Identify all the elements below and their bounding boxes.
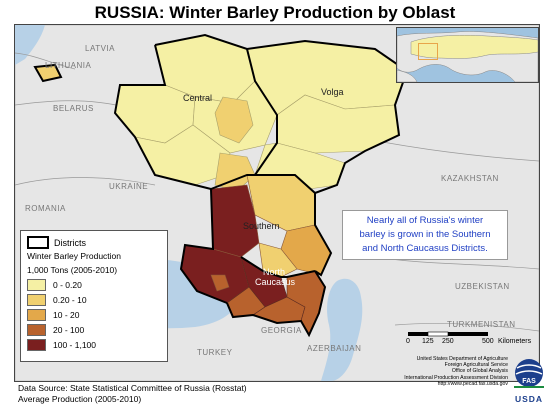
legend-swatch-3 [27, 309, 46, 321]
logo-usda-text: USDA [514, 394, 544, 404]
label-ukraine: UKRAINE [109, 182, 148, 191]
legend-swatch-1 [27, 279, 46, 291]
legend-class-label-5: 100 - 1,100 [53, 340, 97, 350]
legend-class-label-3: 10 - 20 [53, 310, 80, 320]
legend-class-3: 10 - 20 [27, 309, 79, 321]
scale-unit: Kilometers [498, 338, 532, 345]
logo-fas-text: FAS [522, 378, 536, 385]
scale-bar-graphic [408, 331, 488, 337]
locator-extent-box [418, 43, 438, 60]
oblast-southern-kalmykia[interactable] [258, 242, 298, 278]
note-line-2: barley is grown in the Southern [359, 229, 491, 240]
oblast-central-south-2[interactable] [214, 152, 256, 192]
credit-line-2: Foreign Agricultural Service [444, 362, 508, 369]
note-line-1: Nearly all of Russia's winter [366, 215, 484, 226]
label-volga: Volga [321, 87, 344, 97]
credit-line-5[interactable]: http://www.pecad.fas.usda.gov [437, 380, 508, 387]
caspian-sea [321, 278, 363, 381]
label-central: Central [183, 93, 212, 103]
legend-districts-label: Districts [54, 237, 86, 248]
legend-swatch-4 [27, 324, 46, 336]
legend-production-title: Winter Barley Production [27, 251, 122, 261]
southern-district[interactable] [180, 174, 332, 304]
oblast-central-0-20[interactable] [214, 96, 254, 144]
scale-tick-125: 125 [422, 338, 434, 345]
usda-fas-logo: FAS USDA [512, 356, 546, 406]
annotation-note: Nearly all of Russia's winter barley is … [342, 210, 508, 260]
label-north-caucasus-2: Caucasus [255, 277, 296, 287]
scale-tick-0: 0 [406, 338, 410, 345]
oblast-southern-adygea[interactable] [210, 274, 230, 292]
baltic-sea [15, 25, 45, 65]
legend-swatch-5 [27, 339, 46, 351]
credits: United States Department of Agriculture … [368, 356, 508, 387]
credit-line-1: United States Department of Agriculture [416, 356, 508, 362]
label-romania: ROMANIA [25, 204, 66, 213]
credit-line-4: International Production Assessment Divi… [404, 374, 508, 381]
label-uzbekistan: UZBEKISTAN [455, 282, 510, 291]
label-turkey: TURKEY [197, 348, 233, 357]
legend-class-1: 0 - 0.20 [27, 279, 82, 291]
label-north-caucasus-1: North [263, 267, 285, 277]
source-line-2: Average Production (2005-2010) [18, 394, 142, 404]
label-azerbaijan: AZERBAIJAN [307, 344, 361, 353]
inset-russia [410, 35, 538, 59]
label-kazakhstan: KAZAKHSTAN [441, 174, 499, 183]
legend-class-label-4: 20 - 100 [53, 325, 85, 335]
fas-globe-icon: FAS [514, 359, 544, 388]
locator-inset-map [396, 27, 539, 83]
central-district[interactable] [114, 34, 278, 192]
legend-districts: Districts [27, 236, 86, 249]
map-title: RUSSIA: Winter Barley Production by Obla… [94, 3, 456, 22]
label-southern: Southern [243, 221, 280, 231]
volga-district[interactable] [246, 40, 408, 192]
legend-class-5: 100 - 1,100 [27, 339, 96, 351]
legend-class-label-2: 0.20 - 10 [53, 295, 87, 305]
label-belarus: BELARUS [53, 104, 94, 113]
label-turkmenistan: TURKMENISTAN [447, 320, 516, 329]
scale-bar: 0 125 250 500 Kilometers [406, 330, 538, 354]
scale-tick-250: 250 [442, 338, 454, 345]
scale-tick-500: 500 [482, 338, 494, 345]
inset-africa [397, 69, 418, 82]
district-boundaries [33, 33, 409, 338]
legend: Districts Winter Barley Production 1,000… [20, 230, 168, 362]
label-latvia: LATVIA [85, 44, 115, 53]
locator-canvas [397, 31, 538, 82]
legend-class-2: 0.20 - 10 [27, 294, 87, 306]
legend-class-4: 20 - 100 [27, 324, 84, 336]
credit-line-3: Office of Global Analysis [451, 368, 508, 375]
note-line-3: and North Caucasus Districts. [362, 243, 488, 254]
label-georgia: GEORGIA [261, 326, 302, 335]
label-lithuania: LITHUANIA [45, 61, 91, 70]
source-line-1: Data Source: State Statistical Committee… [18, 383, 247, 393]
legend-swatch-2 [27, 294, 46, 306]
district-symbol [27, 236, 49, 249]
legend-units: 1,000 Tons (2005-2010) [27, 265, 118, 275]
data-source: Data Source: State Statistical Committee… [18, 383, 247, 405]
north-caucasus-district[interactable] [226, 256, 326, 336]
legend-class-label-1: 0 - 0.20 [53, 280, 82, 290]
